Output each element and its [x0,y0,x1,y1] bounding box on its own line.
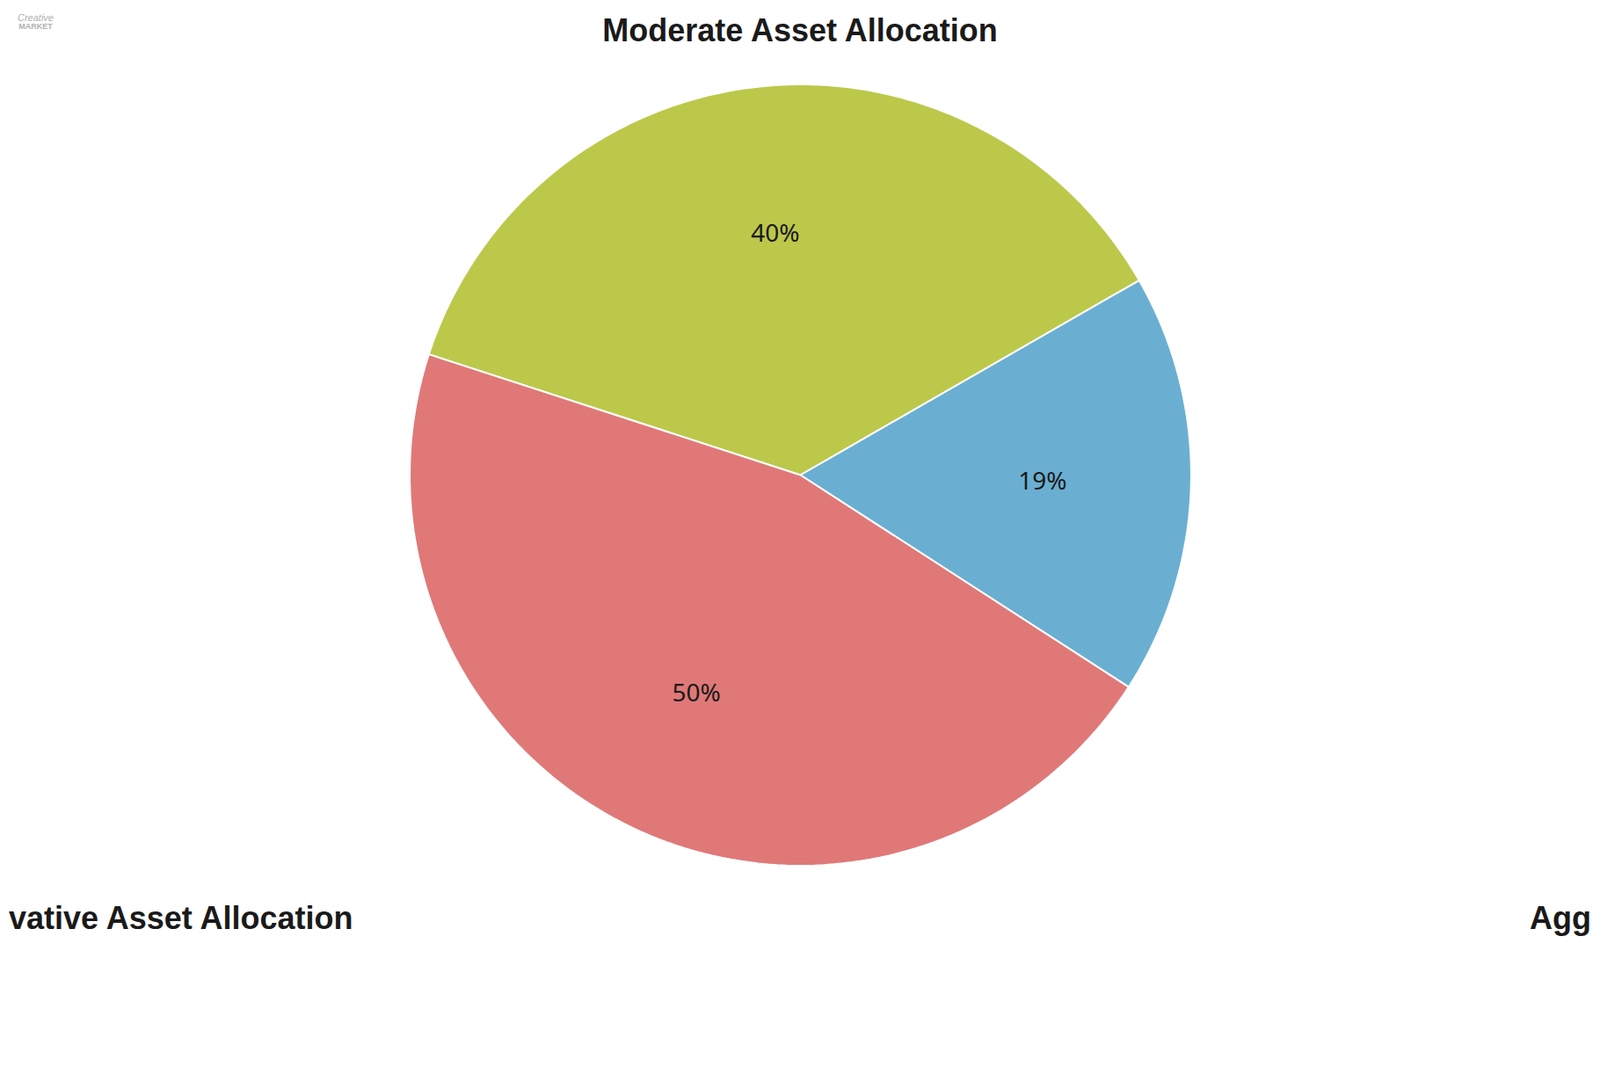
html-text:Moderate Asset Allocation: Moderate Asset Allocation [602,12,998,49]
svg-text:50%: 50% [672,675,721,709]
svg-text:40%: 40% [750,215,800,249]
html-text:Creative: Creative [17,12,54,23]
html-text:Agg: Agg [1529,900,1592,937]
html-text:MARKET: MARKET [18,22,53,31]
svg-text:19%: 19% [1018,463,1067,497]
html-text:vative Asset Allocation: vative Asset Allocation [8,900,353,937]
